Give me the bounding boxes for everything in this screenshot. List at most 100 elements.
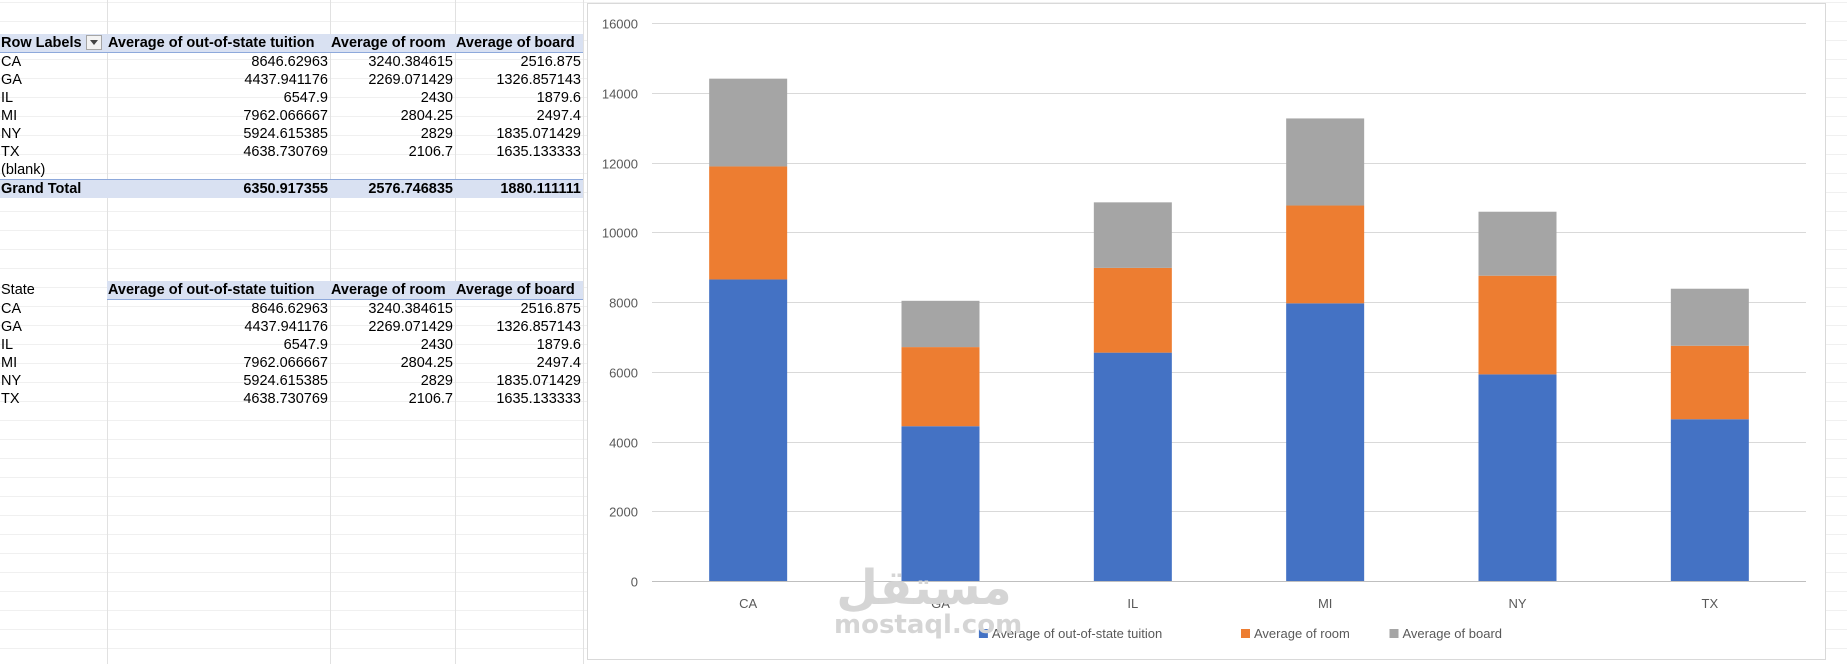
- x-tick-label: TX: [1702, 596, 1719, 611]
- legend-label[interactable]: Average of out-of-state tuition: [992, 626, 1162, 641]
- cell[interactable]: 2804.25: [400, 108, 453, 124]
- cell[interactable]: 6547.9: [283, 90, 328, 106]
- bar-segment[interactable]: [1286, 303, 1365, 581]
- bar-segment[interactable]: [1670, 419, 1749, 581]
- cell[interactable]: 5924.615385: [243, 373, 328, 389]
- cell[interactable]: 2576.746835: [330, 179, 455, 198]
- cell[interactable]: 1635.133333: [496, 144, 581, 160]
- bar-segment[interactable]: [1286, 205, 1365, 304]
- legend-label[interactable]: Average of board: [1403, 626, 1503, 641]
- bar-segment[interactable]: [709, 78, 788, 167]
- cell[interactable]: 2829: [420, 373, 453, 389]
- cell[interactable]: 2497.4: [536, 108, 581, 124]
- x-tick-label: IL: [1127, 596, 1138, 611]
- cell[interactable]: 1326.857143: [496, 72, 581, 88]
- cell[interactable]: 2497.4: [536, 355, 581, 371]
- cell[interactable]: 2430: [420, 90, 453, 106]
- cell[interactable]: 2516.875: [520, 54, 581, 70]
- summary-col-header[interactable]: Average of board: [455, 281, 583, 300]
- bar-segment[interactable]: [1093, 267, 1172, 353]
- cell[interactable]: MI: [1, 355, 18, 371]
- cell[interactable]: 2829: [420, 126, 453, 142]
- cell[interactable]: 2430: [420, 337, 453, 353]
- cell[interactable]: 8646.62963: [251, 54, 328, 70]
- cell[interactable]: NY: [1, 373, 22, 389]
- legend-swatch[interactable]: [1389, 629, 1399, 638]
- bar-segment[interactable]: [1670, 288, 1749, 346]
- y-tick-label: 4000: [609, 436, 638, 451]
- pivot-col-header[interactable]: Average of out-of-state tuition: [107, 34, 330, 53]
- bar-segment[interactable]: [709, 166, 788, 280]
- cell[interactable]: 8646.62963: [251, 301, 328, 317]
- bar-segment[interactable]: [1478, 374, 1557, 581]
- state-header[interactable]: State: [1, 282, 35, 299]
- cell[interactable]: 4437.941176: [244, 319, 328, 335]
- bar-segment[interactable]: [1478, 211, 1557, 276]
- cell[interactable]: 2106.7: [408, 144, 453, 160]
- legend-label[interactable]: Average of room: [1254, 626, 1350, 641]
- cell[interactable]: GA: [1, 319, 22, 335]
- cell[interactable]: 4638.730769: [243, 391, 328, 407]
- cell[interactable]: 7962.066667: [243, 355, 328, 371]
- cell[interactable]: 6350.917355: [107, 179, 330, 198]
- bar-segment[interactable]: [1093, 352, 1172, 581]
- bar-segment[interactable]: [1670, 345, 1749, 420]
- cell[interactable]: CA: [1, 300, 22, 317]
- cell[interactable]: 3240.384615: [368, 54, 453, 70]
- cell[interactable]: 6547.9: [283, 337, 328, 353]
- cell[interactable]: 1326.857143: [496, 319, 581, 335]
- cell[interactable]: 2269.071429: [368, 319, 453, 335]
- cell[interactable]: 1879.6: [536, 90, 581, 106]
- bar-segment[interactable]: [1286, 118, 1365, 206]
- cell[interactable]: [455, 161, 583, 180]
- pivot-col-header[interactable]: Average of board: [455, 34, 583, 53]
- bar-segment[interactable]: [1093, 202, 1172, 268]
- legend-swatch[interactable]: [1241, 629, 1250, 638]
- bar-segment[interactable]: [1478, 275, 1557, 375]
- cell[interactable]: Grand Total: [0, 179, 107, 198]
- cell[interactable]: (blank): [1, 162, 46, 178]
- pivot-col-header[interactable]: Average of room: [330, 34, 455, 53]
- cell[interactable]: TX: [1, 144, 20, 160]
- stacked-bar-chart[interactable]: 0 2000 4000 6000 8000 10000 12000 14000 16000 CA G…: [587, 3, 1826, 660]
- cell[interactable]: 2804.25: [400, 355, 453, 371]
- cell[interactable]: CA: [1, 54, 22, 70]
- cell[interactable]: 1835.071429: [496, 373, 581, 389]
- summary-col-header[interactable]: Average of room: [330, 281, 455, 300]
- bar-segment[interactable]: [901, 347, 980, 427]
- cell[interactable]: TX: [1, 391, 20, 407]
- cell[interactable]: MI: [1, 108, 18, 124]
- bar-segment[interactable]: [901, 300, 980, 348]
- bar-segment[interactable]: [709, 279, 788, 581]
- bar-segment[interactable]: [901, 426, 980, 581]
- cell[interactable]: [330, 161, 455, 180]
- chart-canvas: 0 2000 4000 6000 8000 10000 12000 14000 16000 CA G…: [602, 17, 1806, 641]
- cell[interactable]: 1635.133333: [496, 391, 581, 407]
- pivot-row: GA 4437.941176 2269.071429 1326.857143: [0, 71, 583, 89]
- summary-row: GA 4437.941176 2269.071429 1326.857143: [0, 318, 583, 336]
- row-labels-header[interactable]: Row Labels: [0, 34, 107, 53]
- pivot-row: NY 5924.615385 2829 1835.071429: [0, 125, 583, 143]
- cell[interactable]: NY: [1, 126, 22, 142]
- cell[interactable]: 5924.615385: [243, 126, 328, 142]
- cell[interactable]: 1835.071429: [496, 126, 581, 142]
- cell[interactable]: 4437.941176: [244, 72, 328, 88]
- filter-dropdown-icon[interactable]: [85, 34, 102, 50]
- summary-col-header[interactable]: Average of out-of-state tuition: [107, 281, 330, 300]
- cell[interactable]: IL: [1, 90, 14, 106]
- pivot-row: IL 6547.9 2430 1879.6: [0, 89, 583, 107]
- y-tick-label: 0: [631, 575, 638, 590]
- cell[interactable]: 3240.384615: [368, 301, 453, 317]
- cell[interactable]: GA: [1, 72, 22, 88]
- cell[interactable]: IL: [1, 337, 14, 353]
- legend-swatch[interactable]: [978, 629, 988, 638]
- column-divider: [107, 0, 108, 664]
- cell[interactable]: [107, 161, 330, 180]
- cell[interactable]: 1879.6: [536, 337, 581, 353]
- cell[interactable]: 2106.7: [408, 391, 453, 407]
- cell[interactable]: 1880.111111: [455, 179, 583, 198]
- cell[interactable]: 7962.066667: [243, 108, 328, 124]
- cell[interactable]: 2516.875: [520, 301, 581, 317]
- cell[interactable]: 2269.071429: [368, 72, 453, 88]
- cell[interactable]: 4638.730769: [243, 144, 328, 160]
